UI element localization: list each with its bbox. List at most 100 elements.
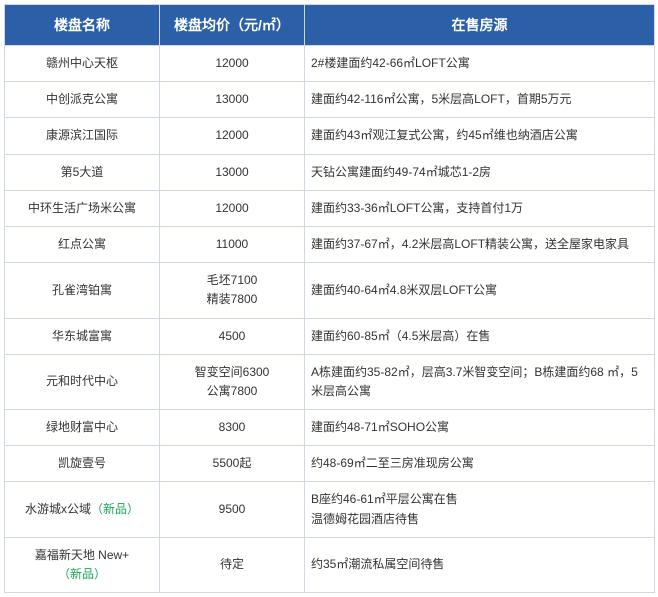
cell-desc: 建面约37-67㎡，4.2米层高LOFT精装公寓，送全屋家电家具 (305, 226, 655, 262)
table-row: 凯旋壹号 5500起约48-69㎡二至三房准现房公寓 (5, 446, 655, 482)
cell-desc: 建面约48-71㎡SOHO公寓 (305, 410, 655, 446)
cell-desc: 建面约33-36㎡LOFT公寓，支持首付1万 (305, 190, 655, 226)
new-tag: （新品） (91, 502, 139, 516)
table-row: 康源滨江国际 12000 建面约43㎡观江复式公寓，约45㎡维也纳酒店公寓 (5, 118, 655, 154)
price-line: 8300 (166, 418, 298, 437)
table-row: 第5大道 13000 天钻公寓建面约49-74㎡城芯1-2房 (5, 154, 655, 190)
desc-line: 建面约48-71㎡SOHO公寓 (311, 418, 648, 437)
table-row: 中环生活广场米公寓 12000 建面约33-36㎡LOFT公寓，支持首付1万 (5, 190, 655, 226)
table-body: 赣州中心天枢 12000 2#楼建面约42-66㎡LOFT公寓中创派克公寓 13000… (5, 46, 655, 593)
cell-name: 孔雀湾铂寓 (5, 263, 160, 318)
price-line: 13000 (166, 90, 298, 109)
cell-name: 中环生活广场米公寓 (5, 190, 160, 226)
cell-name: 嘉福新天地 New+ （新品） (5, 537, 160, 592)
table-header: 楼盘名称楼盘均价（元/㎡）在售房源 (5, 5, 655, 46)
cell-price: 12000 (160, 118, 305, 154)
price-line: 9500 (166, 500, 298, 519)
price-line: 12000 (166, 199, 298, 218)
cell-price: 12000 (160, 46, 305, 82)
desc-line: A栋建面约35-82㎡，层高3.7米智变空间；B栋建面约68 ㎡，5米层高公寓 (311, 363, 648, 401)
header-price: 楼盘均价（元/㎡） (160, 5, 305, 46)
cell-name: 水游城x公域（新品） (5, 482, 160, 537)
property-table: 楼盘名称楼盘均价（元/㎡）在售房源 赣州中心天枢 12000 2#楼建面约42-66… (4, 4, 655, 593)
cell-name: 红点公寓 (5, 226, 160, 262)
table-row: 绿地财富中心 8300 建面约48-71㎡SOHO公寓 (5, 410, 655, 446)
price-line: 12000 (166, 54, 298, 73)
cell-price: 13000 (160, 154, 305, 190)
desc-line: B座约46-61㎡平层公寓在售 (311, 490, 648, 509)
desc-line: 温德姆花园酒店待售 (311, 510, 648, 529)
price-line: 待定 (166, 555, 298, 574)
cell-desc: 约35㎡潮流私属空间待售 (305, 537, 655, 592)
desc-line: 建面约60-85㎡（4.5米层高）在售 (311, 327, 648, 346)
desc-line: 建面约42-116㎡公寓，5米层高LOFT，首期5万元 (311, 90, 648, 109)
property-name: 凯旋壹号 (58, 456, 106, 470)
table-row: 孔雀湾铂寓 毛坯7100精装7800 建面约40-64㎡4.8米双层LOFT公寓 (5, 263, 655, 318)
table-row: 嘉福新天地 New+ （新品） 待定约35㎡潮流私属空间待售 (5, 537, 655, 592)
cell-price: 13000 (160, 82, 305, 118)
cell-desc: 建面约60-85㎡（4.5米层高）在售 (305, 318, 655, 354)
property-name: 康源滨江国际 (46, 128, 118, 142)
cell-name: 华东城富寓 (5, 318, 160, 354)
price-line: 毛坯7100 (166, 271, 298, 290)
cell-desc: A栋建面约35-82㎡，层高3.7米智变空间；B栋建面约68 ㎡，5米层高公寓 (305, 354, 655, 409)
table-row: 华东城富寓 4500 建面约60-85㎡（4.5米层高）在售 (5, 318, 655, 354)
desc-line: 建面约33-36㎡LOFT公寓，支持首付1万 (311, 199, 648, 218)
property-name: 嘉福新天地 New+ (35, 548, 129, 562)
header-name: 楼盘名称 (5, 5, 160, 46)
cell-price: 5500起 (160, 446, 305, 482)
price-line: 智变空间6300 (166, 363, 298, 382)
cell-name: 绿地财富中心 (5, 410, 160, 446)
cell-price: 毛坯7100精装7800 (160, 263, 305, 318)
header-desc: 在售房源 (305, 5, 655, 46)
price-line: 4500 (166, 327, 298, 346)
property-name: 中创派克公寓 (46, 92, 118, 106)
desc-line: 约35㎡潮流私属空间待售 (311, 555, 648, 574)
cell-price: 9500 (160, 482, 305, 537)
property-name: 水游城x公域 (25, 502, 91, 516)
cell-desc: 建面约43㎡观江复式公寓，约45㎡维也纳酒店公寓 (305, 118, 655, 154)
cell-name: 中创派克公寓 (5, 82, 160, 118)
table-row: 红点公寓 11000 建面约37-67㎡，4.2米层高LOFT精装公寓，送全屋家电家… (5, 226, 655, 262)
table-row: 中创派克公寓 13000 建面约42-116㎡公寓，5米层高LOFT，首期5万元 (5, 82, 655, 118)
cell-desc: 建面约40-64㎡4.8米双层LOFT公寓 (305, 263, 655, 318)
cell-name: 凯旋壹号 (5, 446, 160, 482)
table-row: 赣州中心天枢 12000 2#楼建面约42-66㎡LOFT公寓 (5, 46, 655, 82)
desc-line: 2#楼建面约42-66㎡LOFT公寓 (311, 54, 648, 73)
cell-desc: 天钻公寓建面约49-74㎡城芯1-2房 (305, 154, 655, 190)
cell-price: 12000 (160, 190, 305, 226)
desc-line: 天钻公寓建面约49-74㎡城芯1-2房 (311, 163, 648, 182)
cell-name: 元和时代中心 (5, 354, 160, 409)
cell-price: 8300 (160, 410, 305, 446)
price-line: 5500起 (166, 454, 298, 473)
table-row: 元和时代中心 智变空间6300公寓7800 A栋建面约35-82㎡，层高3.7米智变… (5, 354, 655, 409)
desc-line: 建面约40-64㎡4.8米双层LOFT公寓 (311, 281, 648, 300)
cell-price: 11000 (160, 226, 305, 262)
cell-name: 康源滨江国际 (5, 118, 160, 154)
table-row: 水游城x公域（新品） 9500 B座约46-61㎡平层公寓在售温德姆花园酒店待售 (5, 482, 655, 537)
desc-line: 建面约37-67㎡，4.2米层高LOFT精装公寓，送全屋家电家具 (311, 235, 648, 254)
new-tag: （新品） (58, 567, 106, 581)
price-line: 12000 (166, 126, 298, 145)
property-name: 孔雀湾铂寓 (52, 283, 112, 297)
property-name: 赣州中心天枢 (46, 56, 118, 70)
price-line: 公寓7800 (166, 382, 298, 401)
desc-line: 约48-69㎡二至三房准现房公寓 (311, 454, 648, 473)
price-line: 精装7800 (166, 290, 298, 309)
cell-name: 第5大道 (5, 154, 160, 190)
price-line: 11000 (166, 235, 298, 254)
cell-desc: 2#楼建面约42-66㎡LOFT公寓 (305, 46, 655, 82)
property-name: 第5大道 (61, 165, 104, 179)
cell-price: 待定 (160, 537, 305, 592)
desc-line: 建面约43㎡观江复式公寓，约45㎡维也纳酒店公寓 (311, 126, 648, 145)
cell-price: 4500 (160, 318, 305, 354)
cell-name: 赣州中心天枢 (5, 46, 160, 82)
price-line: 13000 (166, 163, 298, 182)
property-name: 绿地财富中心 (46, 420, 118, 434)
property-name: 中环生活广场米公寓 (28, 201, 136, 215)
cell-desc: B座约46-61㎡平层公寓在售温德姆花园酒店待售 (305, 482, 655, 537)
property-name: 元和时代中心 (46, 374, 118, 388)
property-name: 红点公寓 (58, 237, 106, 251)
cell-desc: 建面约42-116㎡公寓，5米层高LOFT，首期5万元 (305, 82, 655, 118)
property-name: 华东城富寓 (52, 329, 112, 343)
